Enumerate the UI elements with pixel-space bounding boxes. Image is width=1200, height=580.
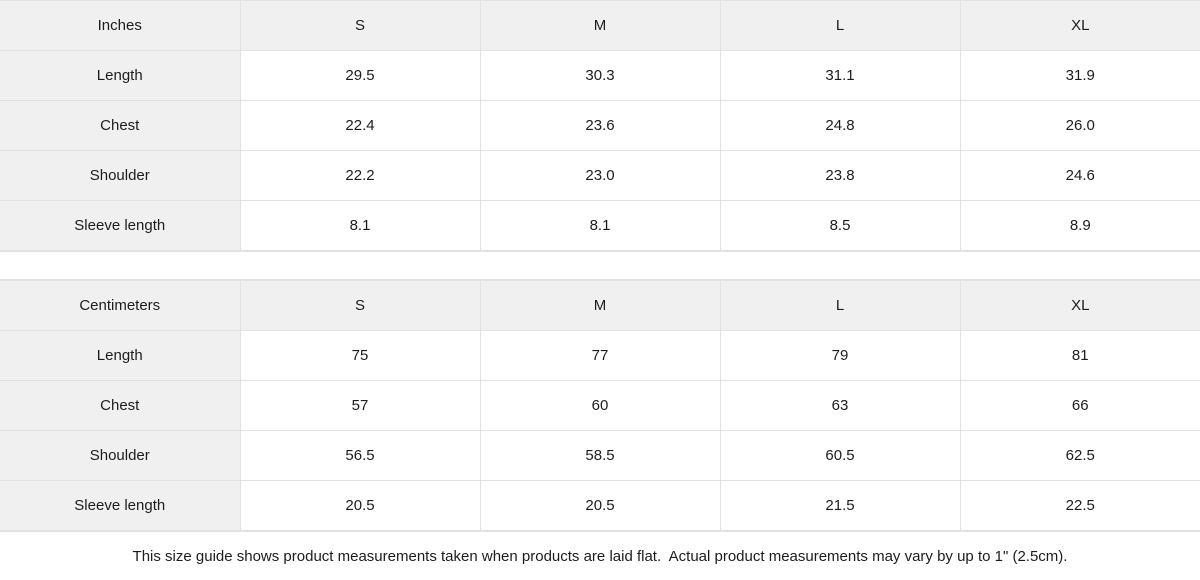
table-row: Length 29.5 30.3 31.1 31.9 <box>0 50 1200 101</box>
table-row: Sleeve length 20.5 20.5 21.5 22.5 <box>0 480 1200 532</box>
cell-sleeve-length-xl: 22.5 <box>959 480 1200 532</box>
size-header-s: S <box>239 0 481 51</box>
cell-sleeve-length-s: 8.1 <box>239 200 481 251</box>
table-row: Chest 57 60 63 66 <box>0 380 1200 432</box>
table-row: Shoulder 22.2 23.0 23.8 24.6 <box>0 150 1200 201</box>
cell-shoulder-l: 23.8 <box>719 150 961 201</box>
table-row: Sleeve length 8.1 8.1 8.5 8.9 <box>0 200 1200 251</box>
size-header-xl: XL <box>959 0 1200 51</box>
cell-sleeve-length-m: 8.1 <box>479 200 721 251</box>
cell-chest-l: 63 <box>719 380 961 432</box>
measure-label-sleeve-length: Sleeve length <box>0 200 241 251</box>
size-table-centimeters-header: Centimeters S M L XL <box>0 280 1200 332</box>
cell-length-l: 31.1 <box>719 50 961 101</box>
header-row: Inches S M L XL <box>0 0 1200 51</box>
size-table-centimeters: Centimeters S M L XL Length 75 77 79 81 … <box>0 280 1200 532</box>
size-header-m: M <box>479 0 721 51</box>
size-header-s: S <box>239 280 481 332</box>
cell-sleeve-length-s: 20.5 <box>239 480 481 532</box>
cell-length-xl: 81 <box>959 330 1200 382</box>
cell-shoulder-s: 56.5 <box>239 430 481 482</box>
cell-shoulder-xl: 62.5 <box>959 430 1200 482</box>
cell-length-l: 79 <box>719 330 961 382</box>
measure-label-shoulder: Shoulder <box>0 430 241 482</box>
table-row: Length 75 77 79 81 <box>0 330 1200 382</box>
cell-chest-l: 24.8 <box>719 100 961 151</box>
table-spacer <box>0 251 1200 281</box>
measure-label-sleeve-length: Sleeve length <box>0 480 241 532</box>
cell-shoulder-l: 60.5 <box>719 430 961 482</box>
cell-sleeve-length-xl: 8.9 <box>959 200 1200 251</box>
cell-chest-xl: 26.0 <box>959 100 1200 151</box>
size-header-m: M <box>479 280 721 332</box>
table-row: Shoulder 56.5 58.5 60.5 62.5 <box>0 430 1200 482</box>
cell-length-s: 29.5 <box>239 50 481 101</box>
cell-chest-xl: 66 <box>959 380 1200 432</box>
size-table-centimeters-body: Length 75 77 79 81 Chest 57 60 63 66 Sho… <box>0 330 1200 532</box>
unit-header-centimeters: Centimeters <box>0 280 241 332</box>
header-row: Centimeters S M L XL <box>0 280 1200 332</box>
size-guide-note: This size guide shows product measuremen… <box>0 531 1200 580</box>
cell-chest-m: 60 <box>479 380 721 432</box>
measure-label-shoulder: Shoulder <box>0 150 241 201</box>
size-table-inches: Inches S M L XL Length 29.5 30.3 31.1 31… <box>0 0 1200 251</box>
cell-shoulder-xl: 24.6 <box>959 150 1200 201</box>
cell-length-xl: 31.9 <box>959 50 1200 101</box>
size-header-xl: XL <box>959 280 1200 332</box>
size-table-inches-body: Length 29.5 30.3 31.1 31.9 Chest 22.4 23… <box>0 50 1200 251</box>
cell-length-m: 77 <box>479 330 721 382</box>
cell-shoulder-m: 23.0 <box>479 150 721 201</box>
measure-label-chest: Chest <box>0 100 241 151</box>
cell-shoulder-s: 22.2 <box>239 150 481 201</box>
cell-sleeve-length-l: 8.5 <box>719 200 961 251</box>
cell-sleeve-length-l: 21.5 <box>719 480 961 532</box>
size-header-l: L <box>719 0 961 51</box>
cell-sleeve-length-m: 20.5 <box>479 480 721 532</box>
measure-label-chest: Chest <box>0 380 241 432</box>
cell-length-m: 30.3 <box>479 50 721 101</box>
measure-label-length: Length <box>0 50 241 101</box>
cell-chest-s: 22.4 <box>239 100 481 151</box>
size-header-l: L <box>719 280 961 332</box>
cell-length-s: 75 <box>239 330 481 382</box>
cell-shoulder-m: 58.5 <box>479 430 721 482</box>
size-table-inches-header: Inches S M L XL <box>0 0 1200 51</box>
cell-chest-m: 23.6 <box>479 100 721 151</box>
table-row: Chest 22.4 23.6 24.8 26.0 <box>0 100 1200 151</box>
unit-header-inches: Inches <box>0 0 241 51</box>
cell-chest-s: 57 <box>239 380 481 432</box>
measure-label-length: Length <box>0 330 241 382</box>
